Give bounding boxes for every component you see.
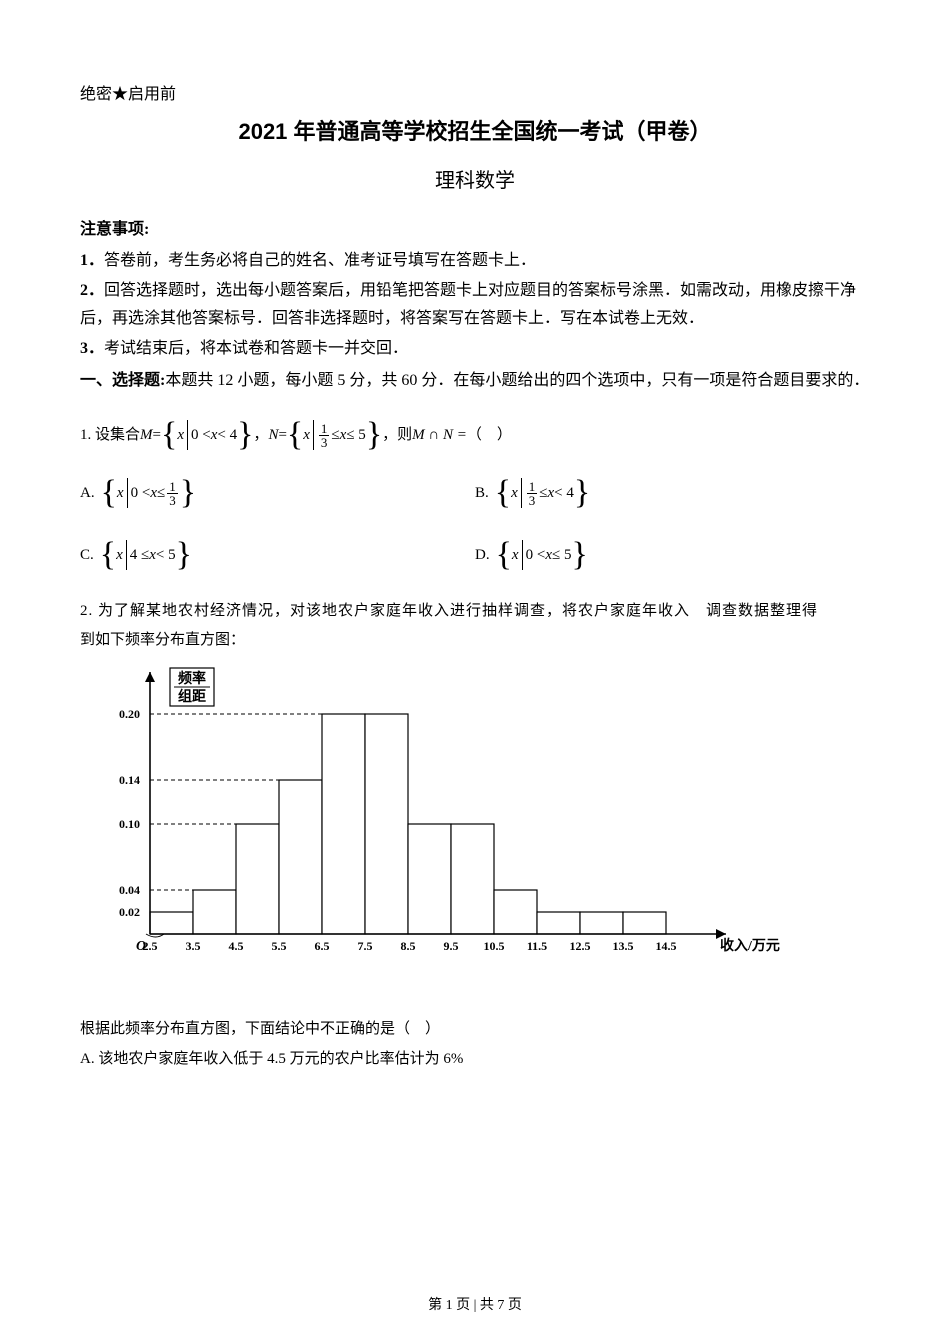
question-1: 1. 设集合 M = { x 0 < x < 4 } ， N = { x 13 …	[80, 415, 870, 575]
notice-text: 回答选择题时，选出每小题答案后，用铅笔把答题卡上对应题目的答案标号涂黑．如需改动…	[80, 282, 856, 327]
svg-text:3.5: 3.5	[186, 939, 201, 953]
q2-text1: 为了解某地农村经济情况，对该地农户家庭年收入进行抽样调查，将农户家庭年收入 调查…	[98, 603, 818, 619]
set-M: { x 0 < x < 4 }	[161, 415, 253, 455]
histogram-chart: 0.020.040.100.140.20频率组距O2.53.54.55.56.5…	[80, 664, 870, 964]
comma: ，	[253, 421, 268, 450]
svg-text:频率: 频率	[178, 670, 206, 687]
section-body: 本题共 12 小题，每小题 5 分，共 60 分．在每小题给出的四个选项中，只有…	[165, 372, 869, 389]
svg-text:0.04: 0.04	[119, 883, 140, 897]
q2-optA-label: A.	[80, 1051, 95, 1067]
svg-text:0.02: 0.02	[119, 905, 140, 919]
svg-text:13.5: 13.5	[613, 939, 634, 953]
notice-text: 答卷前，考生务必将自己的姓名、准考证号填写在答题卡上．	[104, 252, 536, 269]
svg-text:12.5: 12.5	[570, 939, 591, 953]
q1-num: 1.	[80, 421, 91, 450]
exam-title: 2021 年普通高等学校招生全国统一考试（甲卷）	[80, 114, 870, 146]
opt-B-set: { x 13 ≤ x < 4 }	[495, 473, 590, 513]
sym-N: N	[268, 421, 278, 450]
svg-text:9.5: 9.5	[444, 939, 459, 953]
q2-num: 2.	[80, 603, 93, 619]
notice-heading: 注意事项:	[80, 215, 870, 239]
paren-blank: （ ）	[467, 421, 512, 450]
sym-M: M	[140, 421, 153, 450]
opt-C-set: { x 4 ≤ x < 5 }	[100, 535, 192, 575]
section-heading: 一、选择题:本题共 12 小题，每小题 5 分，共 60 分．在每小题给出的四个…	[80, 367, 870, 395]
opt-A-label: A.	[80, 479, 95, 508]
notice-item: 3．考试结束后，将本试卷和答题卡一并交回．	[80, 335, 870, 363]
q1-pre: 设集合	[95, 421, 140, 450]
exam-subject: 理科数学	[80, 164, 870, 193]
question-2: 2. 为了解某地农村经济情况，对该地农户家庭年收入进行抽样调查，将农户家庭年收入…	[80, 597, 870, 964]
svg-text:10.5: 10.5	[484, 939, 505, 953]
opt-A-set: { x 0 < x ≤ 13 }	[101, 473, 196, 513]
opt-D-label: D.	[475, 541, 490, 570]
svg-text:0.14: 0.14	[119, 773, 140, 787]
notice-item: 2．回答选择题时，选出每小题答案后，用铅笔把答题卡上对应题目的答案标号涂黑．如需…	[80, 277, 870, 333]
notice-text: 考试结束后，将本试卷和答题卡一并交回．	[104, 340, 408, 357]
q1-post: ，则	[382, 421, 412, 450]
svg-text:7.5: 7.5	[358, 939, 373, 953]
confidential-note: 绝密★启用前	[80, 80, 870, 104]
svg-text:组距: 组距	[178, 688, 206, 705]
svg-text:0.20: 0.20	[119, 707, 140, 721]
opt-C-label: C.	[80, 541, 94, 570]
svg-text:11.5: 11.5	[527, 939, 547, 953]
svg-text:6.5: 6.5	[315, 939, 330, 953]
opt-B-label: B.	[475, 479, 489, 508]
q2-text2: 到如下频率分布直方图：	[80, 626, 870, 655]
svg-text:5.5: 5.5	[272, 939, 287, 953]
q2-after: 根据此频率分布直方图，下面结论中不正确的是（ ） A. 该地农户家庭年收入低于 …	[80, 1014, 870, 1074]
svg-text:0.10: 0.10	[119, 817, 140, 831]
page-footer: 第 1 页 | 共 7 页	[0, 1294, 950, 1314]
svg-text:4.5: 4.5	[229, 939, 244, 953]
section-prefix: 一、选择题:	[80, 372, 165, 389]
q2-conclusion-prompt: 根据此频率分布直方图，下面结论中不正确的是（ ）	[80, 1014, 870, 1044]
svg-text:14.5: 14.5	[656, 939, 677, 953]
notice-item: 1．答卷前，考生务必将自己的姓名、准考证号填写在答题卡上．	[80, 247, 870, 275]
svg-text:2.5: 2.5	[143, 939, 158, 953]
eq: =	[153, 421, 161, 450]
m-int-n: M ∩ N =	[412, 421, 467, 450]
q2-optA-text: 该地农户家庭年收入低于 4.5 万元的农户比率估计为 6%	[98, 1051, 463, 1067]
svg-text:8.5: 8.5	[401, 939, 416, 953]
set-N: { x 13 ≤ x ≤ 5 }	[287, 415, 382, 455]
opt-D-set: { x 0 < x ≤ 5 }	[496, 535, 588, 575]
svg-text:收入/万元: 收入/万元	[720, 937, 780, 954]
histogram-svg: 0.020.040.100.140.20频率组距O2.53.54.55.56.5…	[80, 664, 780, 964]
